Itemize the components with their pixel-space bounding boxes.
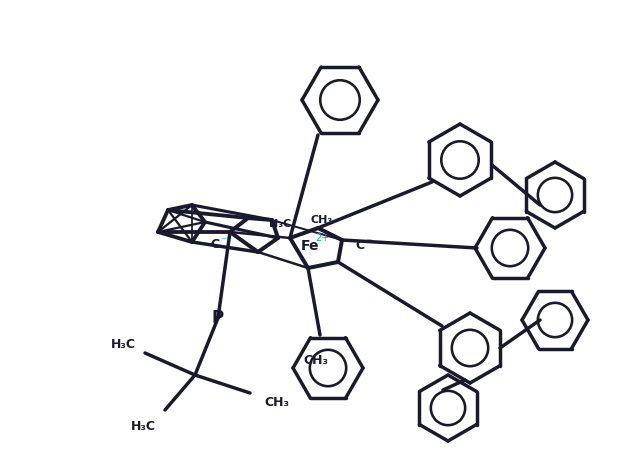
- Text: CH₃: CH₃: [303, 353, 328, 367]
- Text: H₃C: H₃C: [269, 219, 291, 229]
- Text: ⁻: ⁻: [365, 236, 371, 250]
- Text: H₃C: H₃C: [111, 338, 136, 352]
- Text: 2+: 2+: [315, 233, 329, 243]
- Text: C: C: [211, 237, 220, 251]
- Text: C: C: [355, 238, 365, 251]
- Text: Fe: Fe: [301, 239, 319, 253]
- Text: CH₃: CH₃: [311, 215, 333, 225]
- Text: CH₃: CH₃: [264, 397, 289, 409]
- Text: P: P: [212, 309, 224, 327]
- Text: ⁻: ⁻: [220, 235, 227, 249]
- Text: H₃C: H₃C: [131, 421, 156, 433]
